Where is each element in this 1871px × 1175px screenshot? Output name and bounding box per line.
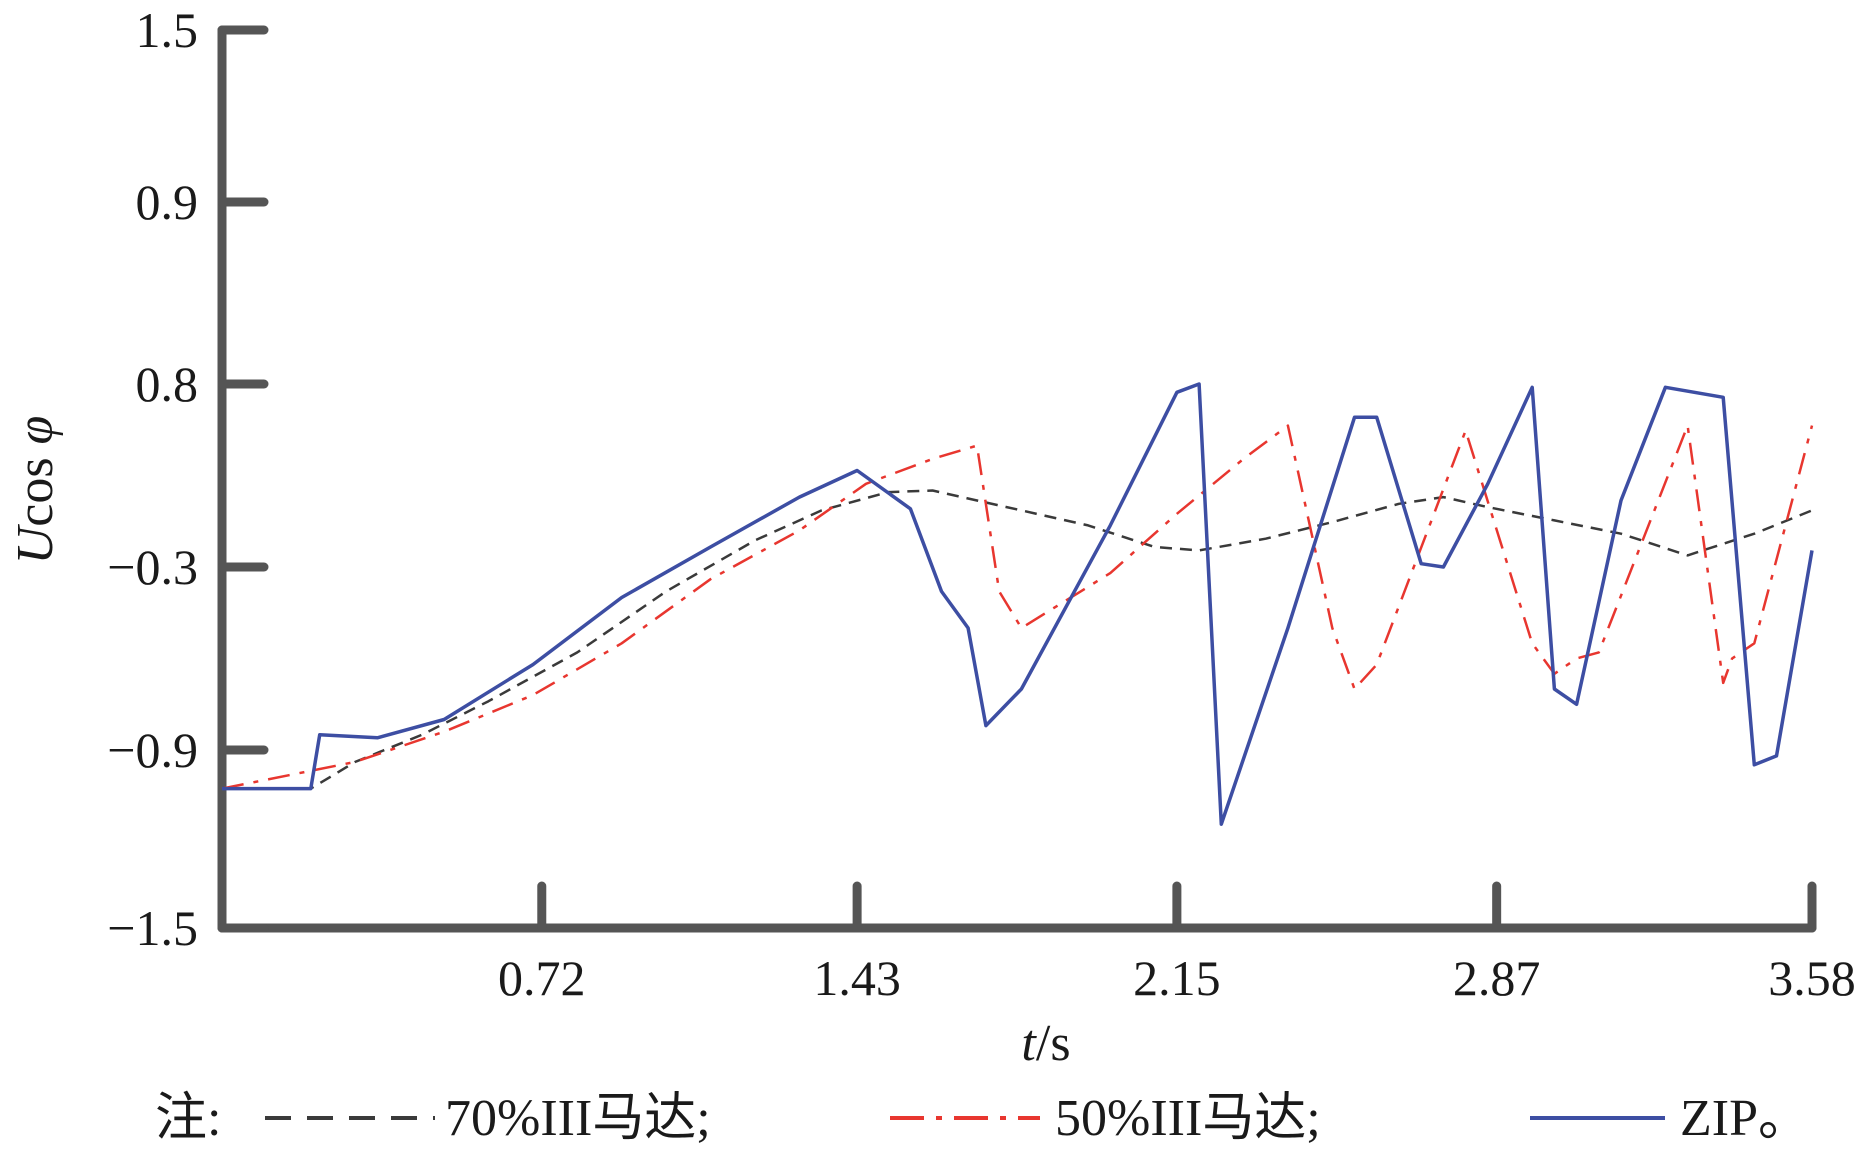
- legend-label-zip: ZIP。: [1680, 1090, 1810, 1147]
- x-tick-label: 0.72: [498, 950, 586, 1006]
- x-tick-label: 2.87: [1453, 950, 1541, 1006]
- y-tick-label: 0.8: [136, 356, 199, 412]
- legend-label-70: 70%III马达;: [445, 1090, 711, 1147]
- series-layer: [221, 382, 1814, 826]
- y-axis-label-cos: cos: [7, 444, 64, 526]
- series-line-0: [222, 489, 1813, 790]
- axes: [217, 25, 1817, 933]
- x-tick-labels: 0.72 1.43 2.15 2.87 3.58: [498, 950, 1856, 1006]
- x-tick-label: 2.15: [1133, 950, 1221, 1006]
- x-axis-label-italic: t: [1021, 1015, 1037, 1072]
- series-line-1: [221, 424, 1814, 790]
- legend-label-50: 50%III马达;: [1055, 1090, 1321, 1147]
- x-axis-label: t/s: [1021, 1015, 1070, 1072]
- y-axis-label-u: U: [7, 523, 64, 564]
- legend-prefix: 注:: [155, 1090, 221, 1147]
- x-tick-label: 3.58: [1768, 950, 1856, 1006]
- x-tick-label: 1.43: [813, 950, 901, 1006]
- y-axis-label: Ucos φ: [7, 416, 64, 565]
- y-tick-label: −1.5: [107, 900, 198, 956]
- x-axis-label-unit: /s: [1036, 1015, 1071, 1072]
- y-axis-label-phi: φ: [7, 416, 64, 445]
- y-tick-labels: 1.5 0.9 0.8 −0.3 −0.9 −1.5: [107, 2, 198, 956]
- y-tick-label: −0.3: [107, 539, 198, 595]
- legend: 注: 70%III马达; 50%III马达; ZIP。: [155, 1090, 1810, 1147]
- y-tick-label: 0.9: [136, 174, 199, 230]
- y-tick-label: 1.5: [136, 2, 199, 58]
- y-tick-label: −0.9: [107, 722, 198, 778]
- series-line-2: [222, 382, 1814, 826]
